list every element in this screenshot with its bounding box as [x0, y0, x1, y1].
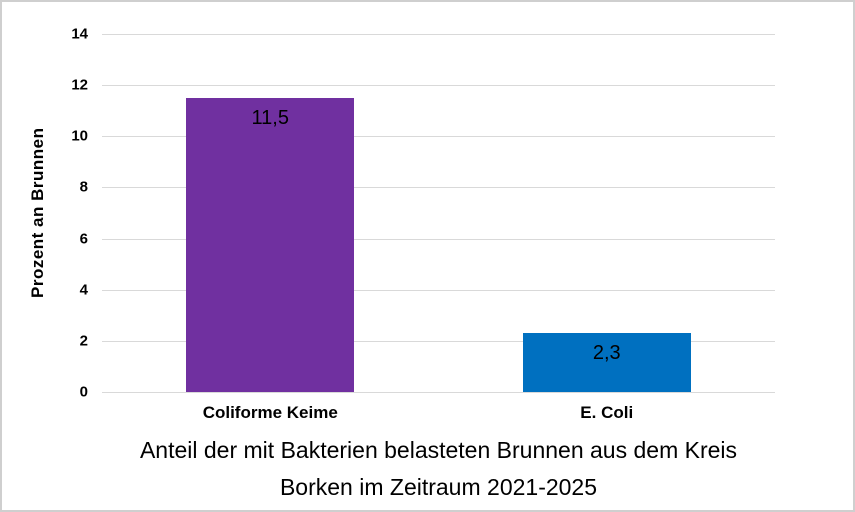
bar-slot-e-coli: 2,3	[439, 34, 776, 392]
chart-title: Anteil der mit Bakterien belasteten Brun…	[92, 432, 785, 506]
y-tick-label-10: 10	[71, 127, 88, 145]
y-tick-label-12: 12	[71, 76, 88, 94]
gridline-y-12	[102, 85, 775, 87]
plot-area: 11,5 2,3	[102, 34, 775, 393]
gridline-y-14	[102, 34, 775, 35]
bar-e-coli: 2,3	[522, 333, 691, 392]
x-axis-category-labels: Coliforme Keime E. Coli	[102, 404, 775, 421]
y-tick-label-2: 2	[79, 332, 88, 350]
gridline-y-4	[102, 289, 775, 291]
bar-slot-coliforme-keime: 11,5	[102, 34, 439, 392]
bar-series: 11,5 2,3	[102, 34, 775, 392]
chart-title-line-1: Anteil der mit Bakterien belasteten Brun…	[139, 437, 738, 463]
category-label-coliforme-keime: Coliforme Keime	[202, 403, 338, 422]
gridline-y-10	[102, 136, 775, 138]
gridline-y-6	[102, 238, 775, 240]
gridline-y-0	[102, 392, 775, 393]
bar-coliforme-keime: 11,5	[186, 97, 355, 392]
data-label-coliforme-keime: 11,5	[251, 106, 289, 129]
data-label-e-coli: 2,3	[592, 342, 621, 365]
gridline-y-8	[102, 187, 775, 189]
y-tick-label-8: 8	[79, 178, 88, 196]
y-tick-label-4: 4	[79, 281, 88, 299]
category-label-e-coli: E. Coli	[580, 403, 634, 422]
gridline-y-2	[102, 340, 775, 342]
y-tick-label-14: 14	[71, 25, 88, 43]
y-tick-label-6: 6	[79, 230, 88, 248]
y-axis-tick-labels: 0 2 4 6 8 10 12 14	[2, 27, 88, 400]
y-tick-label-0: 0	[79, 383, 88, 401]
chart-title-line-2: Borken im Zeitraum 2021-2025	[279, 474, 598, 500]
